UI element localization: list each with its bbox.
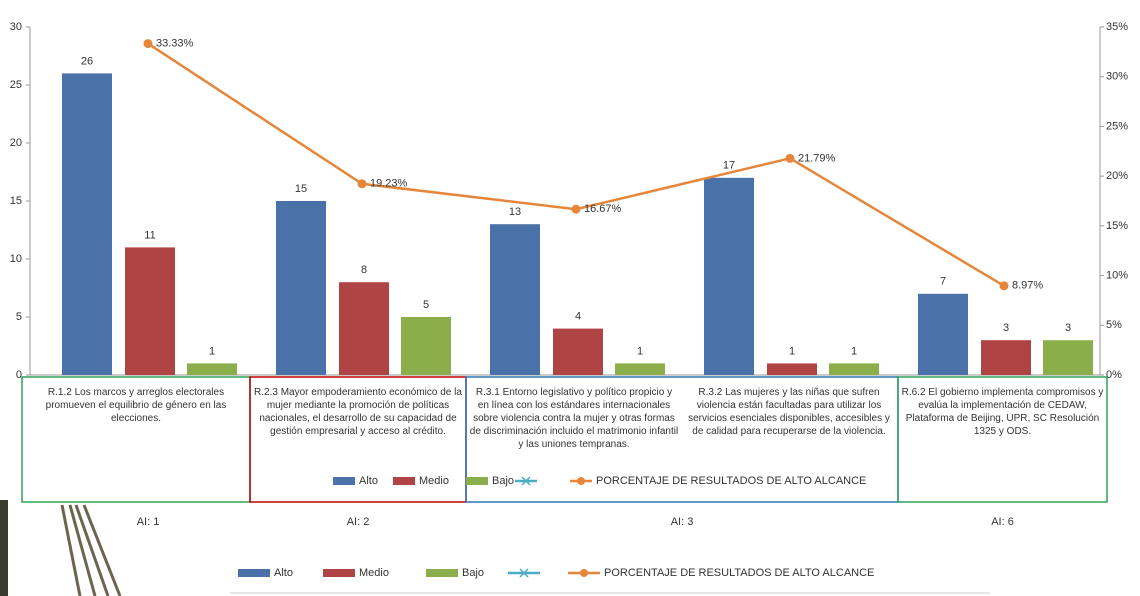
bar	[615, 363, 665, 375]
bar	[187, 363, 237, 375]
line-value-label: 16.67%	[584, 203, 622, 215]
legend-swatch	[393, 477, 415, 485]
y2-tick-label: 0%	[1106, 369, 1122, 381]
bar-value-label: 3	[1065, 322, 1071, 334]
bar	[981, 340, 1031, 375]
line-value-label: 21.79%	[798, 152, 836, 164]
line-value-label: 19.23%	[370, 178, 408, 190]
y2-tick-label: 30%	[1106, 71, 1128, 83]
bar	[829, 363, 879, 375]
bar-value-label: 11	[144, 229, 155, 241]
bar-value-label: 13	[509, 206, 521, 218]
bar-value-label: 1	[789, 345, 795, 357]
legend-label: PORCENTAJE DE RESULTADOS DE ALTO ALCANCE	[596, 475, 866, 487]
legend-swatch	[466, 477, 488, 485]
line-marker	[572, 205, 581, 214]
bar	[1043, 340, 1093, 375]
group-label: AI: 1	[137, 516, 160, 528]
legend-swatch	[426, 569, 458, 577]
legend-swatch	[577, 477, 585, 485]
legend-swatch	[333, 477, 355, 485]
y-tick-label: 25	[10, 79, 22, 91]
legend-label: Bajo	[492, 475, 514, 487]
category-label: R.1.2 Los marcos y arreglos electorales …	[25, 386, 247, 425]
y-tick-label: 20	[10, 137, 22, 149]
y2-tick-label: 5%	[1106, 319, 1122, 331]
y-tick-label: 30	[10, 21, 22, 33]
group-label: AI: 2	[347, 516, 370, 528]
bar	[767, 363, 817, 375]
bar-value-label: 1	[851, 345, 857, 357]
page: 0510152025300%5%10%15%20%25%30%35%261513…	[0, 0, 1140, 596]
line-value-label: 8.97%	[1012, 280, 1043, 292]
bar-value-label: 8	[361, 264, 367, 276]
bar	[125, 247, 175, 375]
bar-value-label: 1	[637, 345, 643, 357]
bar-value-label: 3	[1003, 322, 1009, 334]
bar-value-label: 17	[723, 160, 735, 172]
line-marker	[144, 39, 153, 48]
category-label: R.2.3 Mayor empoderamiento económico de …	[253, 386, 463, 438]
bar	[339, 282, 389, 375]
legend-swatch	[323, 569, 355, 577]
bar-value-label: 7	[940, 276, 946, 288]
y2-tick-label: 10%	[1106, 269, 1128, 281]
y-tick-label: 5	[16, 311, 22, 323]
group-label: AI: 3	[671, 516, 694, 528]
bar-value-label: 4	[575, 311, 581, 323]
decor	[62, 505, 120, 596]
bar	[553, 329, 603, 375]
y-tick-label: 15	[10, 195, 22, 207]
legend-label: Medio	[359, 567, 389, 579]
bar	[704, 178, 754, 375]
bar	[918, 294, 968, 375]
line-value-label: 33.33%	[156, 38, 194, 50]
legend-label: Medio	[419, 475, 449, 487]
legend-label: Alto	[274, 567, 293, 579]
line-marker	[1000, 281, 1009, 290]
line-marker	[786, 154, 795, 163]
legend-label: Bajo	[462, 567, 484, 579]
y-tick-label: 0	[16, 369, 22, 381]
line-marker	[358, 179, 367, 188]
y2-tick-label: 15%	[1106, 220, 1128, 232]
bar	[490, 224, 540, 375]
group-label: AI: 6	[991, 516, 1014, 528]
category-label: R.3.1 Entorno legislativo y político pro…	[469, 386, 679, 451]
bar	[62, 73, 112, 375]
legend-label: Alto	[359, 475, 378, 487]
chart: 0510152025300%5%10%15%20%25%30%35%261513…	[0, 0, 1140, 596]
bar	[401, 317, 451, 375]
y-tick-label: 10	[10, 253, 22, 265]
legend-swatch	[238, 569, 270, 577]
bar-value-label: 26	[81, 55, 93, 67]
legend-label: PORCENTAJE DE RESULTADOS DE ALTO ALCANCE	[604, 567, 874, 579]
y2-tick-label: 35%	[1106, 21, 1128, 33]
decor	[0, 500, 8, 596]
category-label: R.3.2 Las mujeres y las niñas que sufren…	[683, 386, 895, 438]
y2-tick-label: 20%	[1106, 170, 1128, 182]
category-label: R.6.2 El gobierno implementa compromisos…	[901, 386, 1104, 438]
bar-value-label: 1	[209, 345, 215, 357]
bar-value-label: 5	[423, 299, 429, 311]
legend-swatch	[580, 569, 588, 577]
y2-tick-label: 25%	[1106, 120, 1128, 132]
bar-value-label: 15	[295, 183, 307, 195]
bar	[276, 201, 326, 375]
